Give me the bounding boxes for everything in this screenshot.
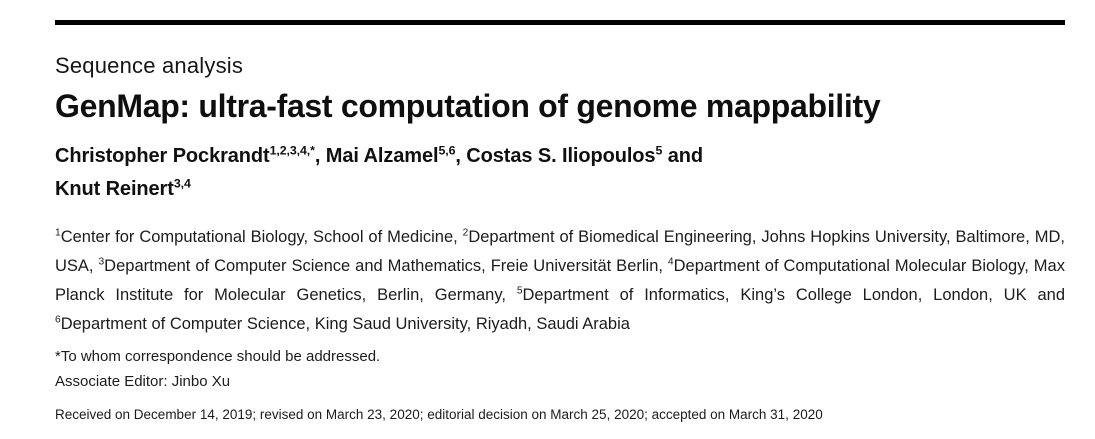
author-name: Costas S. Iliopoulos (466, 145, 656, 167)
paper-title: GenMap: ultra-fast computation of genome… (55, 88, 881, 124)
author-affiliation-superscript: 3,4 (173, 176, 191, 191)
affiliation: 1Center for Computational Biology, Schoo… (55, 228, 463, 246)
author-list: Christopher Pockrandt1,2,3,4,*, Mai Alza… (55, 140, 1065, 206)
author-affiliation-superscript: 5 (655, 143, 663, 158)
affiliation-text: Department of Computer Science, King Sau… (60, 315, 630, 333)
affiliation: 4Department of Computational Molecular B… (55, 257, 1065, 304)
affiliation-text: Department of Informatics, King’s Colleg… (522, 286, 1066, 304)
affiliation-text: Department of Computer Science and Mathe… (104, 257, 668, 275)
author-separator: and (662, 145, 703, 167)
affiliation-number-superscript: 6 (55, 314, 61, 326)
affiliation-number-superscript: 2 (462, 227, 469, 239)
author-separator: , (314, 145, 326, 167)
author-affiliation-superscript: 5,6 (438, 143, 456, 158)
revision-history: Received on December 14, 2019; revised o… (55, 407, 823, 422)
affiliation: 6Department of Computer Science, King Sa… (55, 315, 630, 333)
affiliation-text: Center for Computational Biology, School… (60, 228, 463, 246)
affiliation-text: Department of Computational Molecular Bi… (55, 257, 1065, 304)
associate-editor-note: Associate Editor: Jinbo Xu (55, 373, 231, 390)
author-separator: , (455, 145, 467, 167)
affiliation-number-superscript: 4 (667, 256, 674, 268)
affiliation: 5Department of Informatics, King’s Colle… (517, 286, 1065, 304)
author-name: Christopher Pockrandt (55, 145, 270, 167)
affiliation-number-superscript: 3 (98, 256, 105, 268)
author: Mai Alzamel5,6, (325, 143, 467, 167)
top-rule (55, 20, 1065, 25)
author-affiliation-superscript: 1,2,3,4,* (269, 143, 315, 158)
affiliation-number-superscript: 1 (55, 227, 61, 239)
correspondence-note: *To whom correspondence should be addres… (55, 348, 381, 365)
author-name: Mai Alzamel (325, 145, 439, 167)
author: Christopher Pockrandt1,2,3,4,*, (55, 143, 326, 167)
affiliation-text: Department of Biomedical Engineering, Jo… (55, 228, 1065, 275)
affiliation: 2Department of Biomedical Engineering, J… (55, 228, 1065, 275)
author: Costas S. Iliopoulos5 and (466, 143, 703, 167)
affiliation-number-superscript: 5 (516, 285, 523, 297)
author: Knut Reinert3,4 (55, 176, 191, 200)
affiliation: 3Department of Computer Science and Math… (98, 257, 667, 275)
affiliation-list: 1Center for Computational Biology, Schoo… (55, 223, 1065, 339)
page-content: Sequence analysis GenMap: ultra-fast com… (55, 20, 1065, 422)
section-kicker: Sequence analysis (55, 53, 244, 78)
author-name: Knut Reinert (55, 178, 174, 200)
